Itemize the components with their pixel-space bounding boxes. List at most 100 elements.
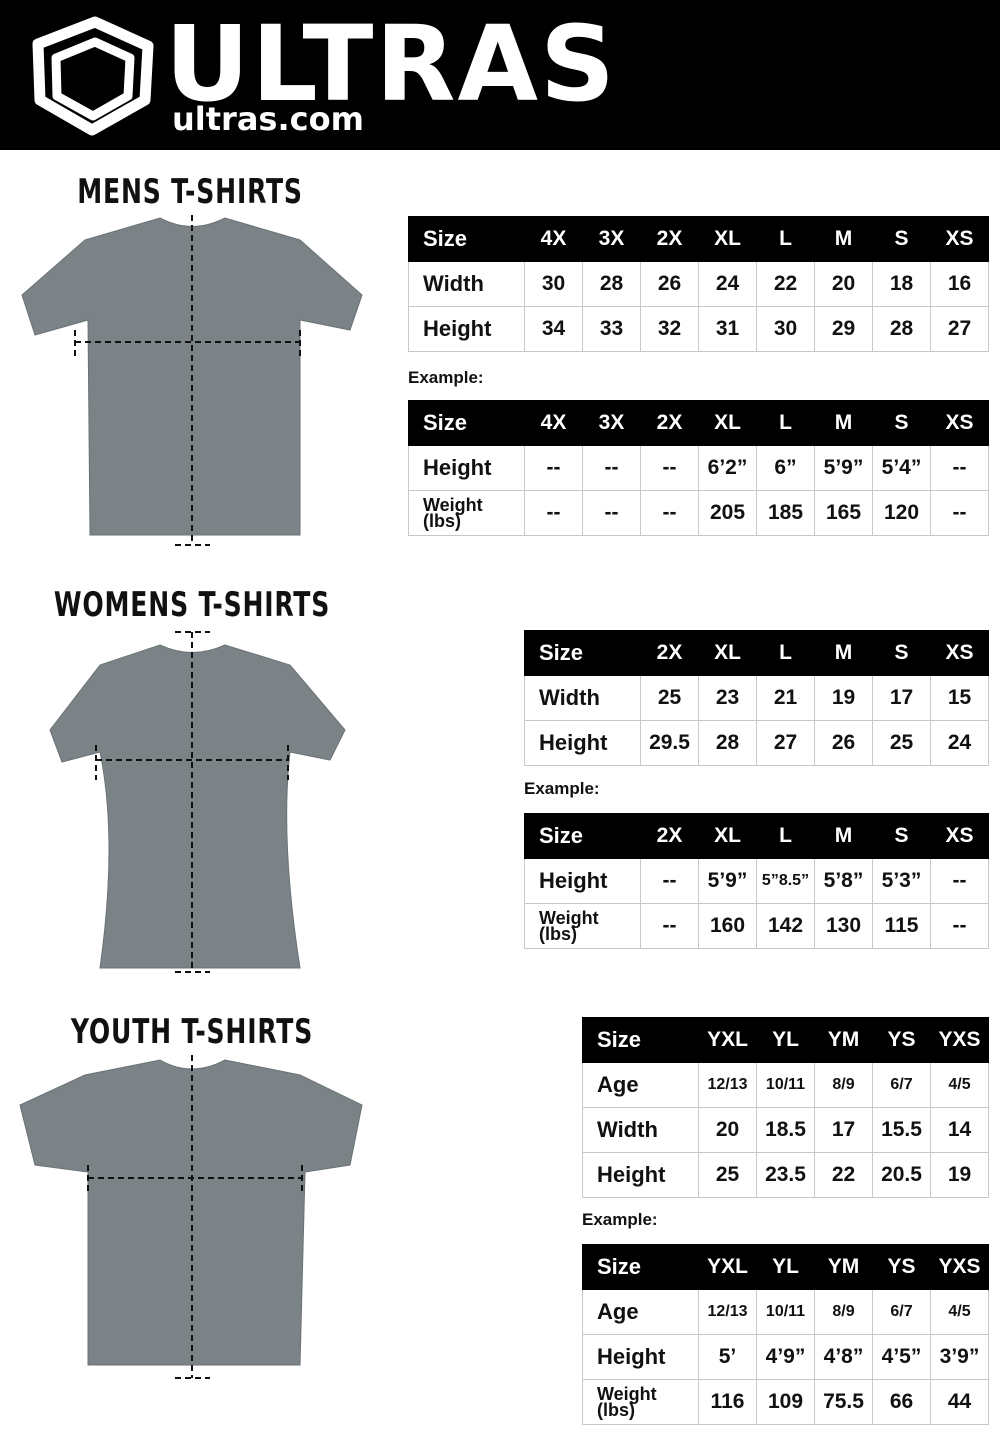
- cell: L: [756, 400, 815, 446]
- cell: XL: [698, 216, 757, 262]
- cell: 2X: [640, 216, 699, 262]
- cell: 4/5: [930, 1289, 989, 1335]
- cell: XL: [698, 400, 757, 446]
- cell: 26: [640, 261, 699, 307]
- cell: XL: [698, 630, 757, 676]
- cell: 21: [756, 675, 815, 721]
- cell: 75.5: [814, 1379, 873, 1425]
- cell: 28: [582, 261, 641, 307]
- cell: 26: [814, 720, 873, 766]
- cell: 29.5: [640, 720, 699, 766]
- cell: L: [756, 813, 815, 859]
- cell: 12/13: [698, 1062, 757, 1108]
- cell: M: [814, 400, 873, 446]
- cell: 3X: [582, 216, 641, 262]
- table-row: Weight (lbs) -- -- -- 205 185 165 120 --: [408, 490, 989, 536]
- cell: 25: [640, 675, 699, 721]
- size-table: Size YXL YL YM YS YXS Age 12/13 10/11 8/9 6/7 4/5 He…: [582, 1244, 989, 1425]
- cell: 17: [872, 675, 931, 721]
- cell: 20: [698, 1107, 757, 1153]
- row-label: Height: [524, 720, 641, 766]
- cell: --: [524, 445, 583, 491]
- cell: XS: [930, 813, 989, 859]
- size-table: Size YXL YL YM YS YXS Age 12/13 10/11 8/9 6/7 4/5 Wi…: [582, 1017, 989, 1198]
- size-table: Size 4X 3X 2X XL L M S XS Height -- -- -- 6’2” 6” 5’9” 5…: [408, 400, 989, 536]
- cell: 24: [930, 720, 989, 766]
- cell: 2X: [640, 813, 699, 859]
- row-label: Height: [582, 1152, 699, 1198]
- cell: XS: [930, 400, 989, 446]
- cell: --: [930, 445, 989, 491]
- cell: 160: [698, 903, 757, 949]
- header-bar: ULTRAS ultras.com: [0, 0, 1000, 150]
- cell: M: [814, 216, 873, 262]
- section-title: YOUTH T-SHIRTS: [70, 1012, 314, 1052]
- cell: --: [930, 490, 989, 536]
- row-label: Size: [582, 1244, 699, 1290]
- cell: 28: [698, 720, 757, 766]
- cell: 185: [756, 490, 815, 536]
- cell: YM: [814, 1244, 873, 1290]
- table-header: Size 2X XL L M S XS: [524, 813, 989, 859]
- table-header: Size 4X 3X 2X XL L M S XS: [408, 400, 989, 446]
- cell: 142: [756, 903, 815, 949]
- cell: --: [640, 445, 699, 491]
- example-label: Example:: [408, 368, 484, 387]
- table-row: Height 5’ 4’9” 4’8” 4’5” 3’9”: [582, 1334, 989, 1380]
- cell: 10/11: [756, 1062, 815, 1108]
- cell: 3’9”: [930, 1334, 989, 1380]
- cell: 5”8.5”: [756, 858, 815, 904]
- cell: 8/9: [814, 1062, 873, 1108]
- table-row: Height 25 23.5 22 20.5 19: [582, 1152, 989, 1198]
- cell: YS: [872, 1017, 931, 1063]
- cell: 4/5: [930, 1062, 989, 1108]
- cell: 17: [814, 1107, 873, 1153]
- example-label: Example:: [524, 779, 600, 798]
- cell: 8/9: [814, 1289, 873, 1335]
- cell: 23: [698, 675, 757, 721]
- cell: S: [872, 630, 931, 676]
- cell: 34: [524, 306, 583, 352]
- cell: M: [814, 813, 873, 859]
- cell: 28: [872, 306, 931, 352]
- cell: --: [582, 490, 641, 536]
- section-title: WOMENS T-SHIRTS: [53, 585, 331, 625]
- table-header: Size 4X 3X 2X XL L M S XS: [408, 216, 989, 262]
- cell: 22: [814, 1152, 873, 1198]
- cell: 3X: [582, 400, 641, 446]
- cell: --: [640, 490, 699, 536]
- cell: 19: [814, 675, 873, 721]
- row-label: Width: [524, 675, 641, 721]
- table-row: Height 29.5 28 27 26 25 24: [524, 720, 989, 766]
- cell: 4X: [524, 400, 583, 446]
- cell: 15: [930, 675, 989, 721]
- cell: 5’9”: [698, 858, 757, 904]
- cell: 4’5”: [872, 1334, 931, 1380]
- cell: 16: [930, 261, 989, 307]
- cell: 30: [756, 306, 815, 352]
- cell: 33: [582, 306, 641, 352]
- cell: 14: [930, 1107, 989, 1153]
- cell: YM: [814, 1017, 873, 1063]
- cell: 22: [756, 261, 815, 307]
- cell: --: [582, 445, 641, 491]
- cell: 27: [930, 306, 989, 352]
- row-label: Width: [408, 261, 525, 307]
- table-row: Height -- 5’9” 5”8.5” 5’8” 5’3” --: [524, 858, 989, 904]
- cell: XS: [930, 630, 989, 676]
- cell: 27: [756, 720, 815, 766]
- cell: 6/7: [872, 1289, 931, 1335]
- cell: 116: [698, 1379, 757, 1425]
- cell: 31: [698, 306, 757, 352]
- cell: 5’8”: [814, 858, 873, 904]
- cell: L: [756, 216, 815, 262]
- cell: 4’9”: [756, 1334, 815, 1380]
- cell: 20: [814, 261, 873, 307]
- cell: 29: [814, 306, 873, 352]
- cell: 20.5: [872, 1152, 931, 1198]
- cell: 6’2”: [698, 445, 757, 491]
- cell: 4’8”: [814, 1334, 873, 1380]
- row-label: Weight (lbs): [408, 490, 525, 536]
- table-row: Age 12/13 10/11 8/9 6/7 4/5: [582, 1289, 989, 1335]
- cell: 12/13: [698, 1289, 757, 1335]
